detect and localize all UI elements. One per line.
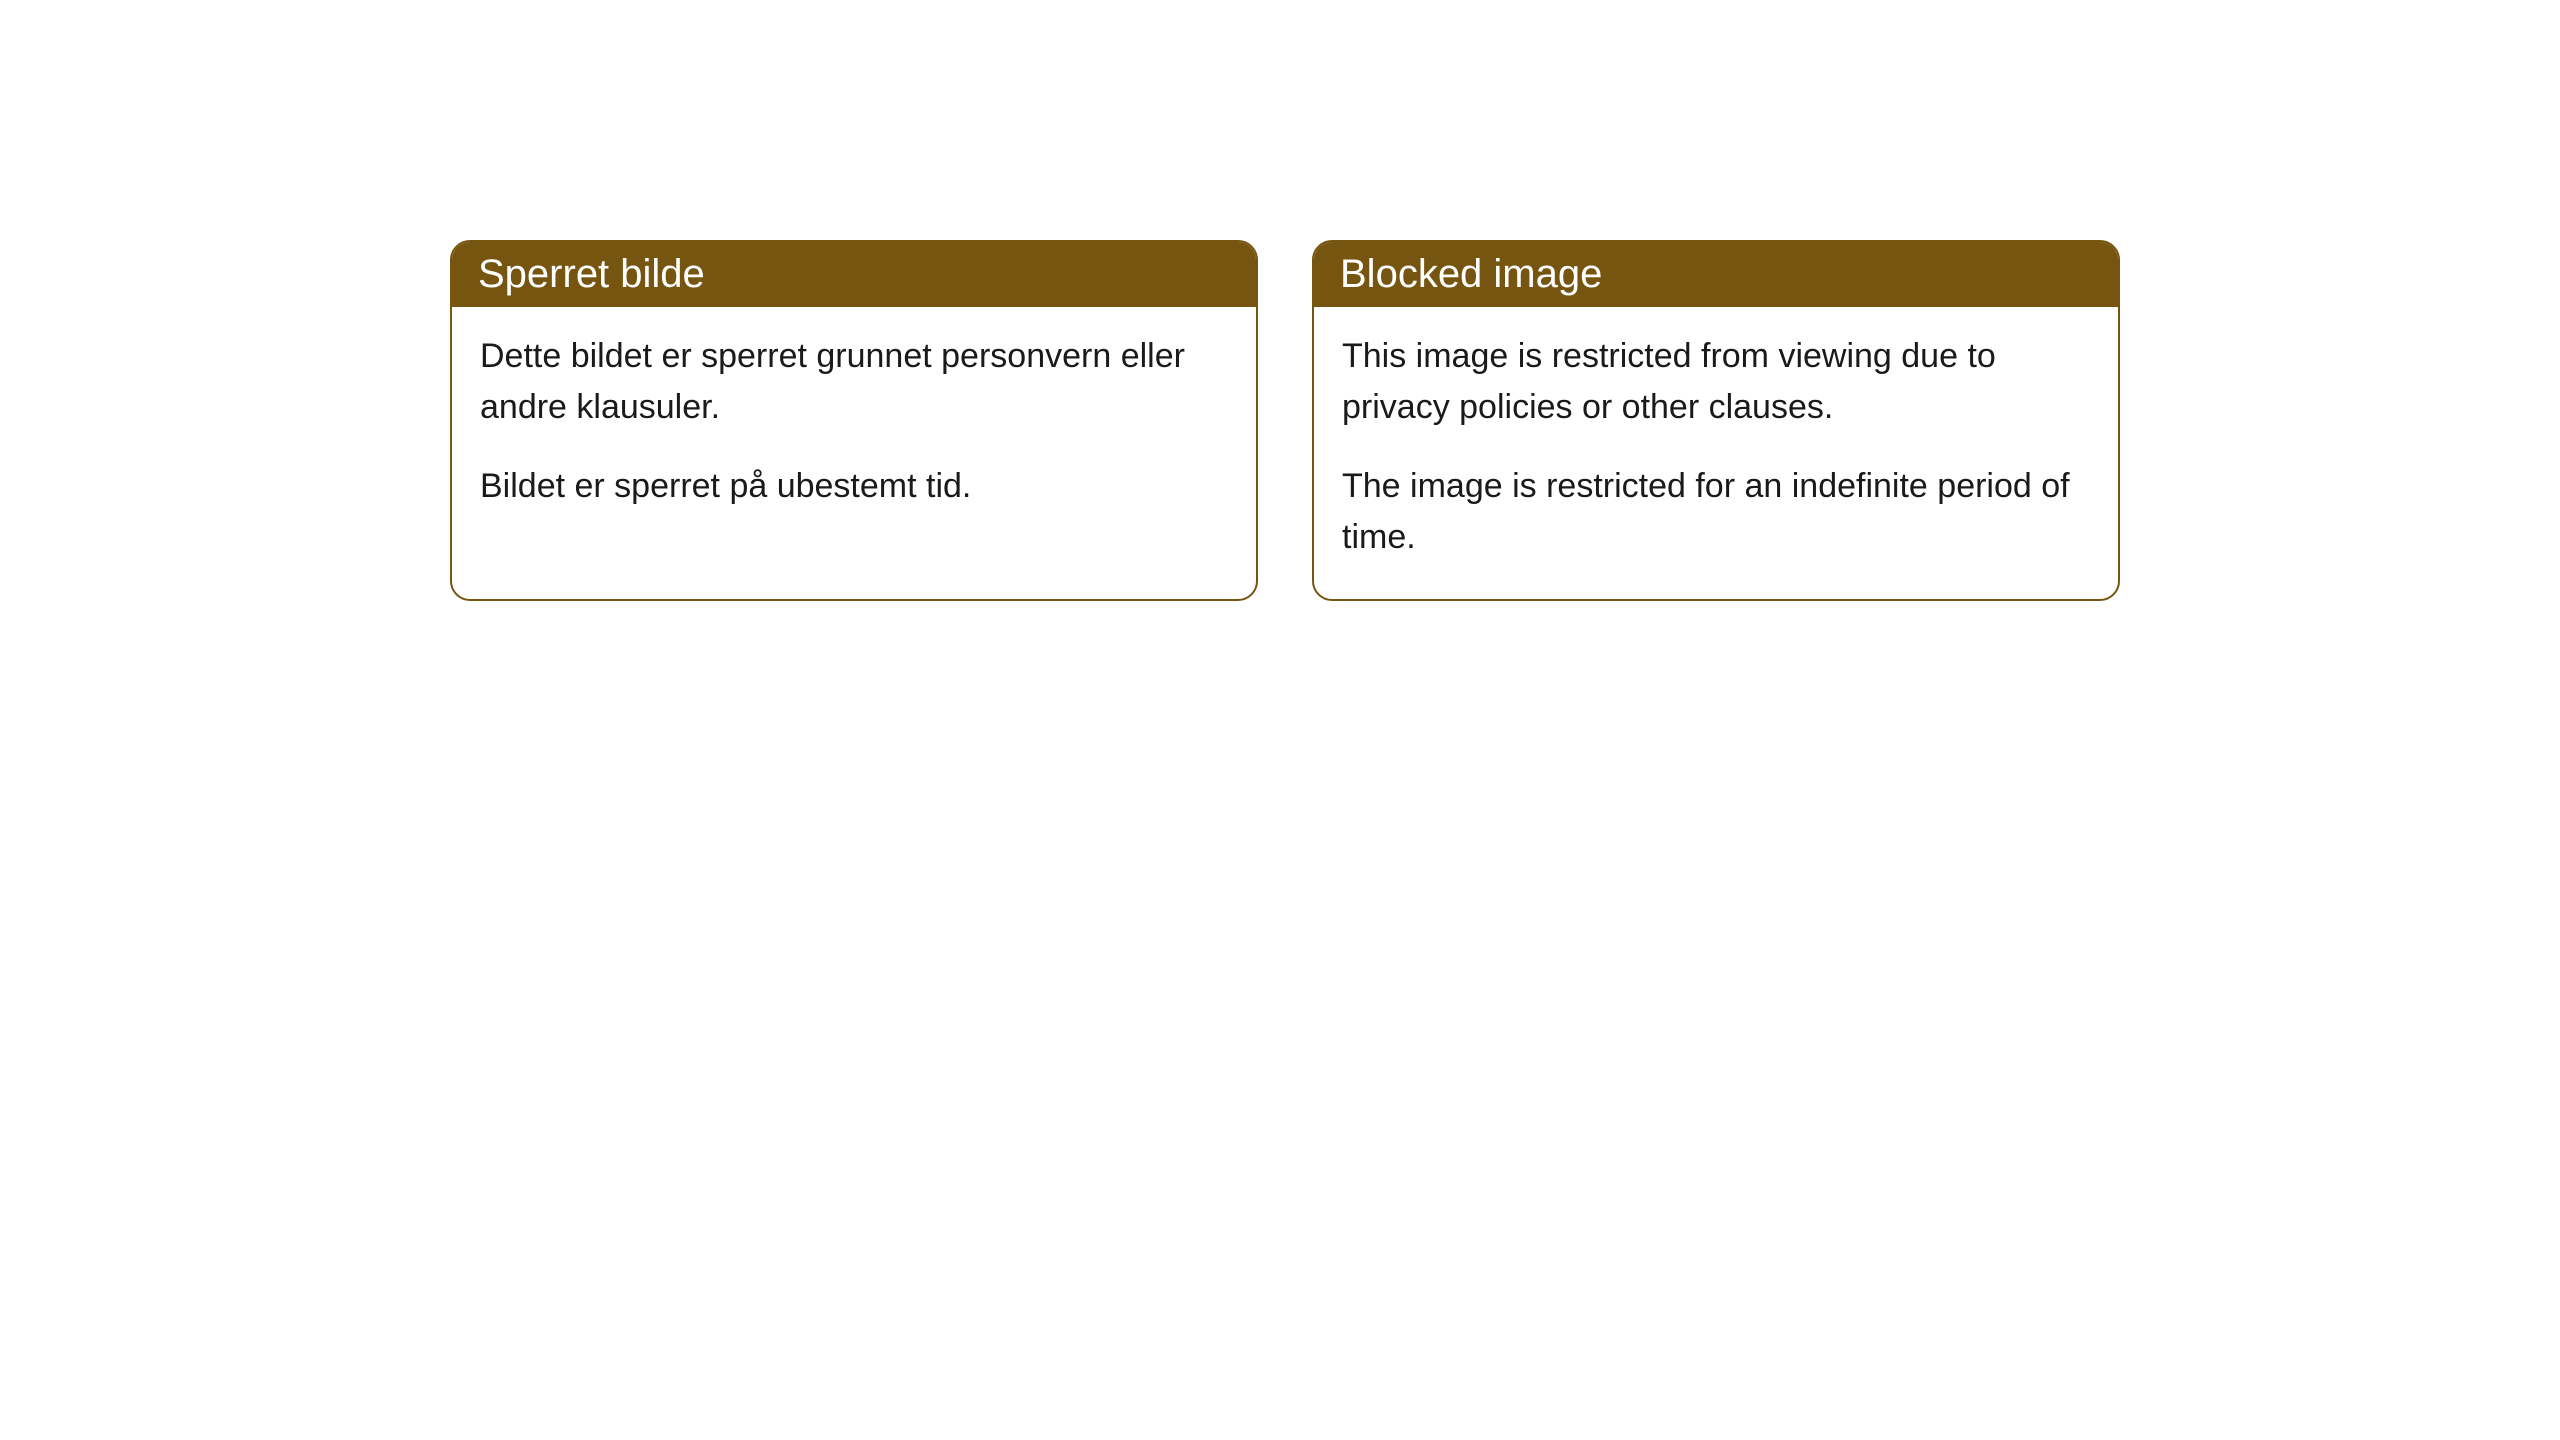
card-paragraph: The image is restricted for an indefinit…	[1342, 461, 2090, 563]
card-norwegian: Sperret bilde Dette bildet er sperret gr…	[450, 240, 1258, 601]
cards-container: Sperret bilde Dette bildet er sperret gr…	[450, 240, 2120, 601]
card-body-norwegian: Dette bildet er sperret grunnet personve…	[452, 307, 1256, 548]
card-title: Sperret bilde	[478, 252, 705, 296]
card-paragraph: This image is restricted from viewing du…	[1342, 331, 2090, 433]
card-title: Blocked image	[1340, 252, 1602, 296]
card-paragraph: Dette bildet er sperret grunnet personve…	[480, 331, 1228, 433]
card-body-english: This image is restricted from viewing du…	[1314, 307, 2118, 599]
card-header-english: Blocked image	[1314, 242, 2118, 307]
card-english: Blocked image This image is restricted f…	[1312, 240, 2120, 601]
card-paragraph: Bildet er sperret på ubestemt tid.	[480, 461, 1228, 512]
card-header-norwegian: Sperret bilde	[452, 242, 1256, 307]
